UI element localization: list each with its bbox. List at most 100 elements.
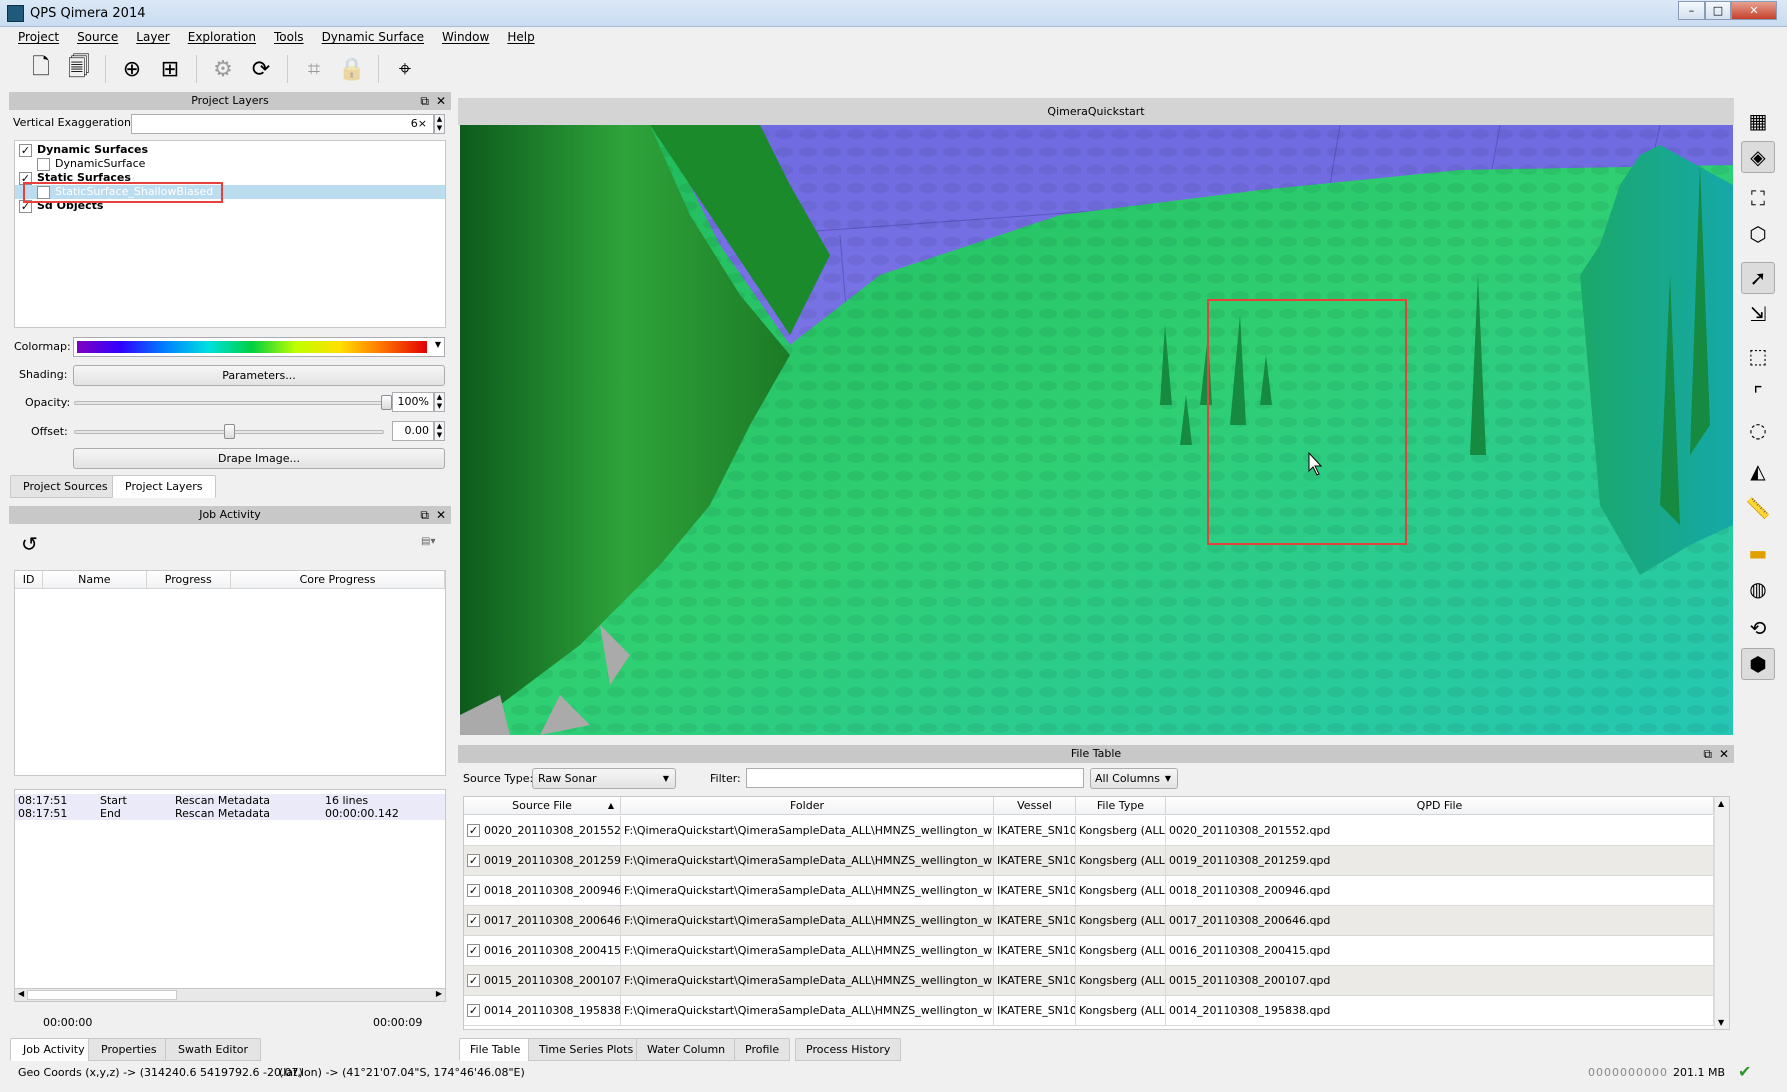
add-processed-points-button[interactable]: ⊞: [154, 53, 186, 85]
cube-button[interactable]: ⬡: [1741, 218, 1775, 250]
source-type-select[interactable]: Raw Sonar ▼: [532, 768, 676, 789]
row-checkbox[interactable]: ✓: [467, 1004, 480, 1017]
column-header-core-progress[interactable]: Core Progress: [231, 571, 446, 588]
scroll-right-icon[interactable]: ▶: [435, 989, 442, 998]
layer-tree-item[interactable]: DynamicSurface: [15, 157, 445, 171]
layer-tree-item[interactable]: ✓ Dynamic Surfaces: [15, 143, 445, 157]
tab-process-history[interactable]: Process History: [795, 1038, 902, 1061]
float-icon[interactable]: ⧉: [420, 94, 429, 108]
tab-project-sources[interactable]: Project Sources: [10, 475, 121, 498]
drape-image-button[interactable]: Drape Image...: [73, 448, 445, 469]
table-row[interactable]: ✓ 0015_20110308_200107.allF:\QimeraQuicks…: [464, 965, 1714, 996]
menu-tools[interactable]: Tools: [274, 30, 304, 44]
menu-list-icon[interactable]: ▤▾: [421, 536, 436, 547]
row-checkbox[interactable]: ✓: [467, 824, 480, 837]
table-row[interactable]: ✓ 0020_20110308_201552.allF:\QimeraQuicks…: [464, 815, 1714, 846]
row-checkbox[interactable]: ✓: [467, 854, 480, 867]
column-header-progress[interactable]: Progress: [147, 571, 232, 588]
tab-job-activity[interactable]: Job Activity: [10, 1038, 98, 1061]
layer-checkbox[interactable]: ✓: [37, 185, 50, 199]
open-project-button[interactable]: 🗐: [63, 53, 95, 85]
profile-button[interactable]: ◭: [1741, 455, 1775, 487]
rotate-button[interactable]: ⟲: [1741, 612, 1775, 644]
3d-viewport[interactable]: [460, 125, 1733, 735]
sphere-grid-button[interactable]: ◍: [1741, 573, 1775, 605]
offset-slider-handle[interactable]: [223, 424, 235, 439]
float-icon[interactable]: ⧉: [420, 508, 429, 522]
row-checkbox[interactable]: ✓: [467, 944, 480, 957]
column-header-folder[interactable]: Folder: [621, 797, 994, 814]
layer-checkbox[interactable]: [37, 157, 50, 171]
grid-button[interactable]: ▦: [1741, 105, 1775, 137]
column-header-file-type[interactable]: File Type: [1076, 797, 1166, 814]
bounding-box-button[interactable]: ⛶: [1741, 182, 1775, 214]
layer-checkbox[interactable]: ✓: [19, 171, 32, 185]
opacity-spinner[interactable]: ▲ ▼: [434, 392, 445, 412]
reprocess-button[interactable]: ⟳: [245, 53, 277, 85]
layer-checkbox[interactable]: ✓: [19, 143, 32, 157]
tab-time-series-plots[interactable]: Time Series Plots: [528, 1038, 645, 1061]
scroll-down-icon[interactable]: ▼: [1718, 1018, 1725, 1027]
offset-input[interactable]: 0.00: [392, 421, 434, 441]
opacity-slider-handle[interactable]: [381, 395, 392, 410]
table-row[interactable]: ✓ 0018_20110308_200946.allF:\QimeraQuicks…: [464, 875, 1714, 906]
layer-tree-item[interactable]: ✓ StaticSurface_ShallowBiased: [15, 185, 445, 199]
lasso-button[interactable]: ◌: [1741, 414, 1775, 446]
surface-edit-button[interactable]: ⌖: [389, 53, 421, 85]
close-icon[interactable]: ✕: [435, 508, 446, 522]
rect-select-2-button[interactable]: ⌜: [1741, 378, 1775, 410]
colorbar-button[interactable]: ▬: [1741, 537, 1775, 569]
tab-water-column[interactable]: Water Column: [636, 1038, 737, 1061]
table-row[interactable]: ✓ 0017_20110308_200646.allF:\QimeraQuicks…: [464, 905, 1714, 936]
column-header-vessel[interactable]: Vessel: [994, 797, 1076, 814]
dynamic-surface-lock-button[interactable]: 🔒: [336, 53, 368, 85]
float-icon[interactable]: ⧉: [1703, 747, 1712, 761]
filter-scope-select[interactable]: All Columns ▼: [1090, 768, 1178, 789]
menu-exploration[interactable]: Exploration: [187, 30, 256, 44]
table-row[interactable]: ✓ 0016_20110308_200415.allF:\QimeraQuicks…: [464, 935, 1714, 966]
shading-parameters-button[interactable]: Parameters...: [73, 365, 445, 386]
maximize-button[interactable]: □: [1705, 1, 1731, 20]
scroll-left-icon[interactable]: ◀: [18, 989, 25, 998]
pointer-button[interactable]: ➚: [1741, 262, 1775, 294]
table-row[interactable]: ✓ 0014_20110308_195838.allF:\QimeraQuicks…: [464, 995, 1714, 1026]
column-header-name[interactable]: Name: [43, 571, 147, 588]
column-header-source-file[interactable]: Source File ▲: [464, 797, 621, 814]
menu-layer[interactable]: Layer: [136, 30, 170, 44]
tab-properties[interactable]: Properties: [88, 1038, 170, 1061]
row-checkbox[interactable]: ✓: [467, 914, 480, 927]
menu-help[interactable]: Help: [507, 30, 535, 44]
measure-button[interactable]: 📏: [1741, 492, 1775, 524]
column-header-id[interactable]: ID: [15, 571, 44, 588]
vertical-exaggeration-spinner[interactable]: ▲ ▼: [434, 114, 445, 134]
offset-spinner[interactable]: ▲ ▼: [434, 421, 445, 441]
opacity-input[interactable]: 100%: [392, 392, 434, 412]
tab-swath-editor[interactable]: Swath Editor: [165, 1038, 262, 1061]
opacity-slider[interactable]: [74, 401, 392, 405]
tab-project-layers[interactable]: Project Layers: [112, 475, 216, 498]
vertical-scrollbar[interactable]: ▲ ▼: [1714, 797, 1729, 1029]
menu-source[interactable]: Source: [77, 30, 119, 44]
filter-input[interactable]: [746, 768, 1084, 788]
rect-select-button[interactable]: ⬚: [1741, 340, 1775, 372]
layers-button[interactable]: ◈: [1741, 141, 1775, 173]
new-project-button[interactable]: 🗋: [25, 53, 57, 85]
row-checkbox[interactable]: ✓: [467, 884, 480, 897]
refresh-icon[interactable]: ↺: [21, 532, 38, 556]
cube-view-button[interactable]: ⬢: [1741, 648, 1775, 680]
menu-project[interactable]: Project: [18, 30, 60, 44]
table-row[interactable]: ✓ 0019_20110308_201259.allF:\QimeraQuicks…: [464, 845, 1714, 876]
menu-dynamic-surface[interactable]: Dynamic Surface: [321, 30, 425, 44]
tab-file-table[interactable]: File Table: [459, 1038, 532, 1061]
colormap-select[interactable]: ▼: [73, 337, 445, 357]
vertical-exaggeration-input[interactable]: 6×: [131, 114, 434, 134]
scroll-up-icon[interactable]: ▲: [1718, 799, 1725, 808]
row-checkbox[interactable]: ✓: [467, 974, 480, 987]
scrollbar-thumb[interactable]: [27, 990, 177, 1000]
select-into-button[interactable]: ⇲: [1741, 298, 1775, 330]
layer-tree-item[interactable]: ✓ Static Surfaces: [15, 171, 445, 185]
processing-settings-button[interactable]: ⚙: [207, 53, 239, 85]
tab-profile[interactable]: Profile: [734, 1038, 791, 1061]
dynamic-surface-create-button[interactable]: ⌗: [298, 53, 330, 85]
menu-window[interactable]: Window: [442, 30, 490, 44]
